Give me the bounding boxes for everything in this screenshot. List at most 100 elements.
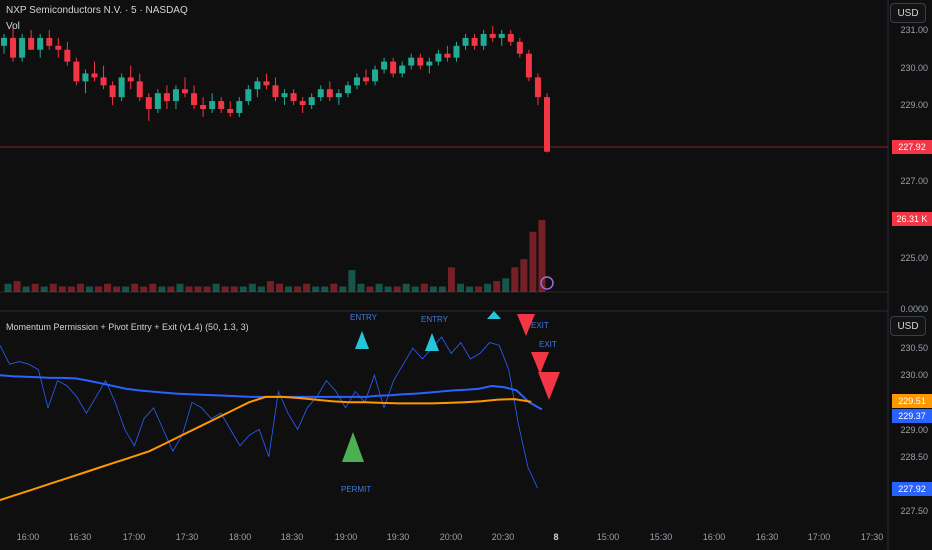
volume-bar — [357, 283, 365, 292]
candle-body — [453, 45, 460, 58]
time-tick: 20:30 — [491, 532, 515, 542]
candle-body — [372, 69, 379, 82]
volume-bar — [312, 286, 320, 292]
candle-body — [290, 93, 297, 102]
volume-bar — [384, 286, 392, 292]
volume-bar — [339, 286, 347, 292]
candle-body — [498, 33, 505, 38]
time-tick-day: 8 — [553, 532, 559, 542]
volume-bar — [411, 286, 419, 292]
candle-body — [182, 89, 188, 94]
volume-bar — [538, 220, 546, 292]
time-tick: 19:00 — [334, 532, 358, 542]
candle-body — [127, 77, 134, 82]
volume-bar — [257, 286, 265, 292]
time-tick: 19:30 — [386, 532, 410, 542]
candle-body — [200, 105, 207, 109]
symbol-title[interactable]: NXP Semiconductors N.V. · 5 · NASDAQ — [6, 5, 188, 16]
volume-bar — [95, 286, 102, 292]
candle-body — [363, 77, 369, 82]
volume-bar — [113, 286, 121, 292]
candle-body — [227, 109, 234, 113]
time-tick: 16:30 — [68, 532, 92, 542]
volume-bar — [475, 286, 483, 292]
time-tick: 17:30 — [175, 532, 199, 542]
price-tick: 229.00 — [900, 100, 928, 110]
candle-body — [399, 65, 406, 74]
volume-bar — [438, 286, 446, 292]
candle-body — [507, 33, 514, 42]
entry-marker-icon — [487, 311, 501, 319]
indicator-tick: 227.50 — [900, 506, 928, 516]
indicator-tick: 230.50 — [900, 343, 928, 353]
candle-body — [82, 73, 89, 82]
volume-bar — [4, 283, 12, 292]
candle-body — [37, 37, 44, 50]
price-tick: 230.00 — [900, 63, 928, 73]
candle-body — [462, 37, 469, 46]
volume-bar — [22, 286, 30, 292]
candle-body — [91, 73, 98, 78]
currency-button-main[interactable]: USD — [890, 3, 926, 23]
candle-body — [444, 53, 451, 58]
candle-body — [46, 37, 53, 46]
candle-body — [426, 61, 433, 66]
indicator-last-badge: 227.92 — [892, 482, 932, 496]
currency-button-indicator[interactable]: USD — [890, 316, 926, 336]
candle-body — [344, 85, 351, 94]
time-tick: 16:00 — [16, 532, 40, 542]
entry-marker-icon — [425, 333, 439, 351]
volume-bar — [529, 231, 537, 292]
candle-body — [172, 89, 179, 102]
time-tick: 18:30 — [280, 532, 304, 542]
indicator-title[interactable]: Momentum Permission + Pivot Entry + Exit… — [6, 322, 249, 332]
volume-bar — [131, 283, 139, 292]
candle-body — [154, 93, 161, 109]
candle-body — [28, 37, 35, 50]
volume-bar — [158, 286, 166, 292]
volume-bar — [85, 286, 93, 292]
volume-bar — [520, 259, 528, 292]
fast-line — [0, 336, 538, 489]
candle-body — [19, 37, 26, 58]
price-tick: 227.00 — [900, 176, 928, 186]
candle-body — [435, 53, 442, 62]
permit-marker-icon — [342, 432, 364, 462]
volume-bar — [58, 286, 66, 292]
volume-bar — [212, 283, 220, 292]
time-tick: 20:00 — [439, 532, 463, 542]
entry-marker-icon — [355, 331, 369, 349]
orange-line-badge: 229.51 — [892, 394, 932, 408]
volume-bar — [266, 281, 274, 292]
candle-body — [55, 45, 62, 50]
volume-bar — [221, 286, 229, 292]
volume-bar — [76, 283, 84, 292]
volume-bar — [420, 283, 428, 292]
time-tick: 17:00 — [122, 532, 146, 542]
candle-body — [163, 93, 170, 102]
volume-bar — [194, 286, 202, 292]
candle-body — [254, 81, 261, 90]
time-tick: 16:00 — [702, 532, 726, 542]
price-tick: 231.00 — [900, 25, 928, 35]
volume-bar — [321, 286, 329, 292]
time-tick: 17:00 — [807, 532, 831, 542]
volume-bar — [457, 283, 464, 292]
volume-bar — [393, 286, 401, 292]
candle-body — [417, 57, 424, 66]
candle-body — [1, 37, 7, 46]
exit-marker-icon — [517, 314, 535, 336]
volume-label: Vol — [6, 21, 20, 32]
volume-bar — [402, 283, 410, 292]
exit-label: EXIT — [531, 321, 549, 330]
candle-body — [64, 49, 71, 62]
volume-bar — [40, 286, 48, 292]
volume-bar — [31, 283, 39, 292]
volume-bar — [248, 283, 256, 292]
volume-bar — [285, 286, 293, 292]
volume-bar — [276, 283, 283, 292]
volume-bar — [230, 286, 238, 292]
candle-body — [335, 93, 342, 98]
time-tick: 16:30 — [755, 532, 779, 542]
